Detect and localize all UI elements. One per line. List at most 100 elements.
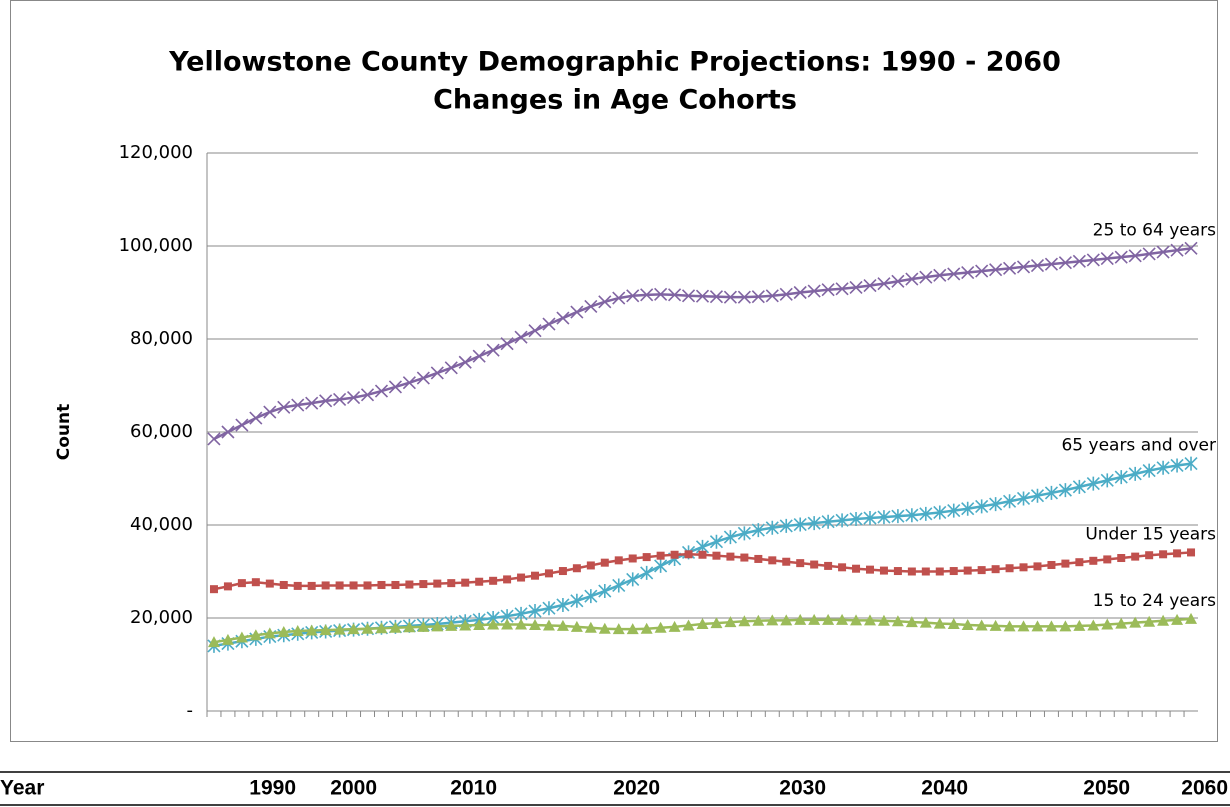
table-header-cell: 2020 (613, 777, 660, 800)
data-point (333, 392, 347, 407)
series-label: 25 to 64 years (1093, 220, 1216, 240)
data-point (209, 585, 218, 594)
data-point (1058, 256, 1072, 270)
data-point (1114, 470, 1128, 485)
data-point (572, 564, 581, 573)
data-point (305, 624, 318, 636)
data-point (808, 613, 821, 625)
data-point (235, 631, 248, 643)
data-point (865, 565, 874, 574)
data-point (821, 514, 835, 529)
data-point (1003, 620, 1016, 632)
data-point (989, 619, 1002, 631)
data-point (1016, 491, 1031, 506)
data-point (321, 581, 330, 590)
data-point (849, 280, 863, 294)
data-point (1129, 616, 1142, 628)
data-point (807, 284, 821, 298)
data-point (1142, 463, 1156, 478)
data-point (963, 566, 972, 575)
data-point (360, 388, 375, 402)
data-point (1058, 483, 1072, 498)
data-point (989, 497, 1003, 512)
data-point (893, 567, 902, 576)
data-point (514, 330, 528, 344)
data-point (1061, 559, 1070, 568)
data-point (836, 613, 849, 625)
data-point (433, 579, 442, 588)
data-point (933, 617, 946, 629)
data-point (1100, 473, 1114, 488)
series-label: Under 15 years (1085, 524, 1216, 544)
data-point (402, 376, 416, 390)
data-point (416, 371, 430, 385)
data-point (1159, 550, 1168, 559)
table-header-cell: 1990 (249, 777, 296, 800)
data-point (628, 554, 637, 563)
data-point (475, 577, 484, 586)
data-point (528, 604, 542, 619)
data-point (1089, 556, 1098, 565)
data-point (305, 396, 319, 410)
data-point (223, 582, 232, 591)
data-point (1030, 258, 1045, 273)
data-point (681, 289, 696, 303)
data-point (1101, 618, 1114, 630)
data-point (821, 283, 835, 297)
data-point (961, 501, 975, 516)
data-point (473, 618, 486, 630)
data-point (975, 499, 989, 514)
data-point (768, 556, 777, 565)
data-point (419, 580, 428, 589)
data-point (794, 613, 807, 625)
data-point (403, 621, 416, 633)
data-point (542, 317, 556, 331)
data-point (709, 290, 724, 304)
data-point (975, 619, 988, 631)
data-point (374, 384, 389, 398)
y-tick-label: 60,000 (130, 421, 193, 442)
data-point (1072, 254, 1086, 268)
data-point (556, 619, 569, 631)
data-point (377, 580, 386, 589)
y-axis-label: Count (54, 404, 74, 461)
data-point (405, 580, 414, 589)
data-point (626, 623, 639, 635)
data-point (1156, 460, 1170, 475)
data-point (1117, 554, 1126, 563)
data-point (263, 405, 277, 419)
data-point (654, 287, 668, 301)
data-point (1087, 619, 1100, 631)
data-point (249, 411, 263, 425)
data-point (279, 580, 288, 589)
data-point (1187, 548, 1196, 557)
data-point (852, 564, 861, 573)
data-point (277, 400, 291, 414)
data-point (1131, 552, 1140, 561)
data-point (891, 274, 905, 288)
data-point (822, 613, 835, 625)
data-point (430, 366, 444, 380)
data-point (570, 593, 584, 608)
data-point (333, 623, 346, 635)
data-point (780, 614, 793, 626)
data-point (1157, 614, 1170, 626)
table-header-cell: 2000 (330, 777, 377, 800)
data-point (349, 581, 358, 590)
data-point (263, 627, 276, 639)
data-point (905, 272, 919, 286)
data-point (1045, 620, 1058, 632)
data-point (459, 619, 472, 631)
data-point (684, 550, 693, 559)
data-point (1114, 250, 1128, 264)
table-header-cell: 2050 (1083, 777, 1130, 800)
data-point (863, 614, 876, 626)
data-point (293, 581, 302, 590)
data-point (670, 550, 679, 559)
data-point (584, 299, 598, 314)
data-point (765, 289, 779, 303)
data-point (656, 551, 665, 560)
data-point (835, 282, 849, 296)
data-point (542, 601, 556, 616)
series-label: 65 years and over (1061, 436, 1216, 456)
